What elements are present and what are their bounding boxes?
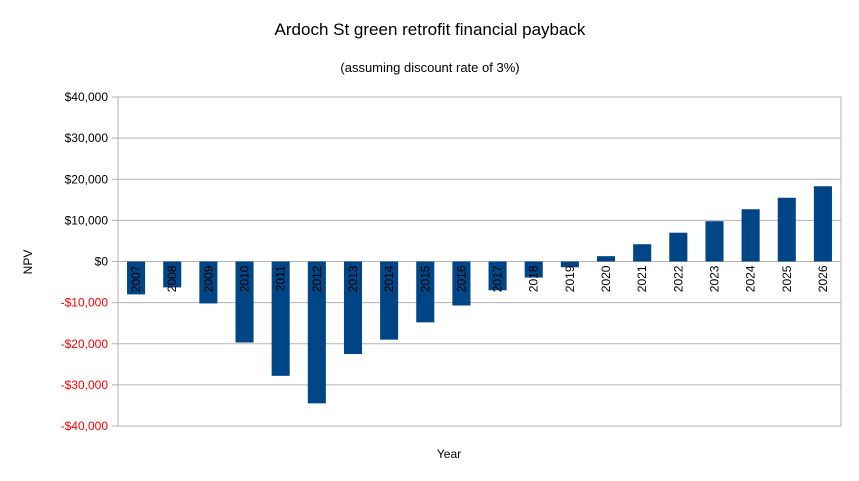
x-tick-label: 2010 bbox=[238, 265, 252, 292]
y-tick-label: $40,000 bbox=[65, 90, 109, 104]
y-axis-ticks: $40,000 $30,000 $20,000 $10,000 $0 -$10,000 -$… bbox=[61, 90, 109, 433]
bar-2025 bbox=[777, 197, 796, 262]
bars bbox=[127, 186, 832, 404]
y-tick-label: $20,000 bbox=[65, 172, 109, 186]
bar-2021 bbox=[633, 244, 652, 262]
x-tick-label: 2018 bbox=[527, 265, 541, 292]
bar-2019 bbox=[560, 261, 579, 268]
x-tick-label: 2019 bbox=[563, 265, 577, 292]
x-tick-label: 2011 bbox=[274, 265, 288, 291]
bar-2010 bbox=[235, 261, 254, 343]
y-tick-label: -$30,000 bbox=[61, 378, 109, 392]
y-tick-label: -$20,000 bbox=[61, 337, 109, 351]
y-tick-label: $30,000 bbox=[65, 131, 109, 145]
x-tick-label: 2023 bbox=[707, 265, 721, 292]
y-tick-label: $0 bbox=[95, 255, 109, 269]
x-tick-label: 2017 bbox=[491, 265, 505, 292]
bar-2013 bbox=[343, 261, 363, 355]
x-tick-label: 2016 bbox=[454, 265, 468, 292]
bar-2023 bbox=[705, 221, 724, 262]
x-tick-label: 2022 bbox=[671, 265, 685, 292]
chart-subtitle: (assuming discount rate of 3%) bbox=[340, 60, 519, 75]
y-tick-label: $10,000 bbox=[65, 213, 109, 227]
x-tick-label: 2013 bbox=[346, 265, 360, 292]
bar-2009 bbox=[199, 261, 218, 304]
x-tick-label: 2008 bbox=[165, 265, 179, 292]
bar-2015 bbox=[416, 261, 435, 323]
x-tick-label: 2014 bbox=[382, 265, 396, 292]
y-axis-label: NPV bbox=[21, 250, 35, 275]
bar-2017 bbox=[488, 261, 507, 291]
bar-2018 bbox=[524, 261, 543, 278]
bar-2020 bbox=[596, 256, 616, 262]
x-tick-label: 2012 bbox=[310, 265, 324, 292]
y-tick-label: -$10,000 bbox=[61, 296, 109, 310]
bar-2024 bbox=[741, 209, 760, 262]
bar-2012 bbox=[307, 261, 326, 404]
chart-title: Ardoch St green retrofit financial payba… bbox=[275, 20, 586, 39]
x-tick-label: 2026 bbox=[816, 265, 830, 292]
bar-2014 bbox=[380, 261, 399, 340]
grid-lines bbox=[112, 96, 842, 427]
bar-2026 bbox=[813, 186, 832, 262]
y-tick-label: -$40,000 bbox=[61, 419, 109, 433]
x-tick-label: 2025 bbox=[780, 265, 794, 292]
bar-2011 bbox=[271, 261, 290, 376]
x-tick-label: 2015 bbox=[418, 265, 432, 292]
bar-2008 bbox=[163, 261, 182, 288]
bar-2016 bbox=[452, 261, 471, 306]
x-axis-category-labels: 2007 2008 2009 2010 2011 2012 2013 2014 2015 2016… bbox=[129, 265, 830, 292]
x-tick-label: 2009 bbox=[201, 265, 215, 292]
x-tick-label: 2020 bbox=[599, 265, 613, 292]
x-tick-label: 2024 bbox=[744, 265, 758, 292]
x-tick-label: 2021 bbox=[635, 265, 649, 292]
x-axis-label: Year bbox=[437, 447, 461, 461]
x-tick-label: 2007 bbox=[129, 265, 143, 292]
bar-2007 bbox=[127, 261, 146, 295]
bar-2022 bbox=[669, 232, 688, 262]
